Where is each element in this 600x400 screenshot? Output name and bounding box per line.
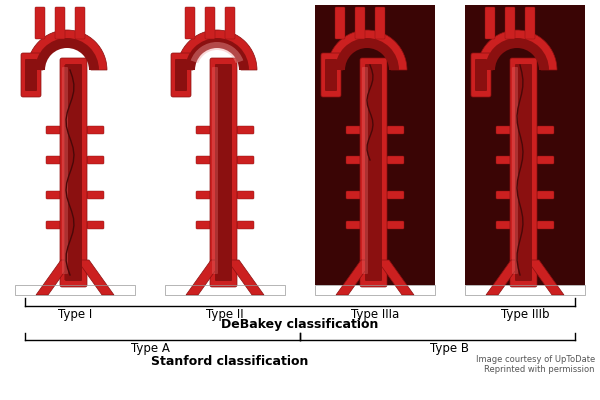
FancyBboxPatch shape [365, 64, 382, 281]
Text: Type I: Type I [58, 308, 92, 321]
FancyBboxPatch shape [335, 7, 345, 39]
FancyBboxPatch shape [196, 221, 213, 229]
FancyBboxPatch shape [237, 221, 254, 229]
FancyBboxPatch shape [537, 191, 554, 199]
FancyBboxPatch shape [46, 191, 63, 199]
FancyBboxPatch shape [237, 191, 254, 199]
FancyBboxPatch shape [87, 156, 104, 164]
FancyBboxPatch shape [512, 67, 518, 274]
Wedge shape [35, 38, 99, 70]
FancyBboxPatch shape [362, 67, 368, 274]
FancyBboxPatch shape [171, 53, 191, 97]
FancyBboxPatch shape [196, 126, 213, 134]
FancyBboxPatch shape [196, 156, 213, 164]
Bar [315, 285, 435, 295]
FancyBboxPatch shape [375, 7, 385, 39]
FancyBboxPatch shape [87, 191, 104, 199]
Text: Stanford classification: Stanford classification [151, 355, 308, 368]
FancyBboxPatch shape [471, 53, 491, 97]
Wedge shape [335, 38, 399, 70]
FancyBboxPatch shape [21, 53, 41, 97]
Wedge shape [485, 38, 549, 70]
Wedge shape [191, 42, 244, 63]
Wedge shape [177, 30, 257, 70]
FancyBboxPatch shape [537, 221, 554, 229]
Text: Type B: Type B [431, 342, 470, 355]
FancyBboxPatch shape [496, 221, 513, 229]
Polygon shape [527, 260, 564, 295]
FancyBboxPatch shape [205, 7, 215, 39]
FancyBboxPatch shape [346, 156, 363, 164]
Polygon shape [77, 260, 114, 295]
FancyBboxPatch shape [75, 7, 85, 39]
FancyBboxPatch shape [387, 191, 404, 199]
FancyBboxPatch shape [321, 53, 341, 97]
FancyBboxPatch shape [496, 126, 513, 134]
Text: Type A: Type A [131, 342, 169, 355]
FancyBboxPatch shape [475, 59, 487, 91]
FancyBboxPatch shape [215, 64, 232, 281]
FancyBboxPatch shape [537, 156, 554, 164]
Wedge shape [327, 30, 407, 70]
FancyBboxPatch shape [55, 7, 65, 39]
FancyBboxPatch shape [346, 191, 363, 199]
FancyBboxPatch shape [35, 7, 45, 39]
FancyBboxPatch shape [537, 126, 554, 134]
Polygon shape [227, 260, 264, 295]
FancyBboxPatch shape [485, 7, 495, 39]
FancyBboxPatch shape [60, 58, 87, 287]
FancyBboxPatch shape [525, 7, 535, 39]
FancyBboxPatch shape [496, 191, 513, 199]
Wedge shape [477, 30, 557, 70]
Text: Type IIIb: Type IIIb [501, 308, 549, 321]
FancyBboxPatch shape [46, 156, 63, 164]
Wedge shape [185, 38, 249, 70]
FancyBboxPatch shape [196, 191, 213, 199]
Bar [15, 285, 135, 295]
Text: Type IIIa: Type IIIa [351, 308, 399, 321]
FancyBboxPatch shape [237, 156, 254, 164]
FancyBboxPatch shape [65, 64, 82, 281]
FancyBboxPatch shape [515, 64, 532, 281]
Bar [465, 285, 585, 295]
FancyBboxPatch shape [62, 67, 68, 274]
FancyBboxPatch shape [346, 221, 363, 229]
FancyBboxPatch shape [510, 58, 537, 287]
FancyBboxPatch shape [387, 126, 404, 134]
FancyBboxPatch shape [465, 5, 585, 285]
Polygon shape [186, 260, 223, 295]
Wedge shape [27, 30, 107, 70]
FancyBboxPatch shape [46, 221, 63, 229]
FancyBboxPatch shape [210, 58, 237, 287]
FancyBboxPatch shape [346, 126, 363, 134]
Text: Type II: Type II [206, 308, 244, 321]
FancyBboxPatch shape [315, 5, 435, 285]
FancyBboxPatch shape [355, 7, 365, 39]
FancyBboxPatch shape [64, 65, 70, 280]
Text: Image courtesy of UpToDate
Reprinted with permission: Image courtesy of UpToDate Reprinted wit… [476, 355, 595, 374]
FancyBboxPatch shape [175, 59, 187, 91]
FancyBboxPatch shape [87, 221, 104, 229]
Bar [165, 285, 285, 295]
FancyBboxPatch shape [387, 156, 404, 164]
FancyBboxPatch shape [387, 221, 404, 229]
FancyBboxPatch shape [87, 126, 104, 134]
FancyBboxPatch shape [325, 59, 337, 91]
FancyBboxPatch shape [212, 67, 218, 274]
FancyBboxPatch shape [505, 7, 515, 39]
Text: DeBakey classification: DeBakey classification [221, 318, 379, 331]
Polygon shape [486, 260, 523, 295]
Polygon shape [336, 260, 373, 295]
FancyBboxPatch shape [225, 7, 235, 39]
Polygon shape [377, 260, 414, 295]
FancyBboxPatch shape [185, 7, 195, 39]
FancyBboxPatch shape [360, 58, 387, 287]
FancyBboxPatch shape [496, 156, 513, 164]
FancyBboxPatch shape [25, 59, 37, 91]
FancyBboxPatch shape [237, 126, 254, 134]
Polygon shape [36, 260, 73, 295]
FancyBboxPatch shape [46, 126, 63, 134]
